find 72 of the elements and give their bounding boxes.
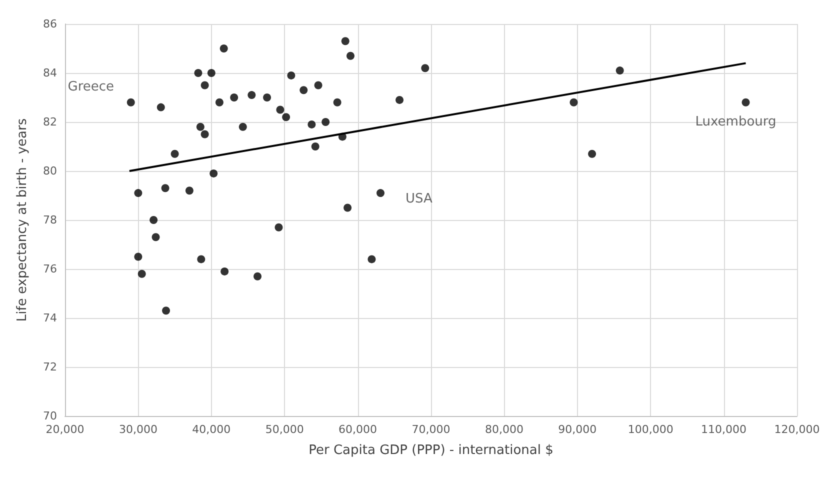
point [276, 106, 284, 114]
point [742, 98, 750, 106]
y-tick-label: 70 [43, 410, 57, 422]
point [314, 81, 322, 90]
y-tick-label: 74 [43, 312, 57, 324]
point [254, 272, 262, 280]
point [200, 81, 209, 90]
point [197, 255, 206, 264]
point [238, 122, 247, 131]
point [138, 270, 146, 278]
y-tick-label: 86 [43, 18, 57, 30]
point [207, 69, 216, 77]
point [220, 267, 229, 276]
point [274, 223, 283, 232]
point [616, 66, 624, 75]
point [210, 169, 218, 178]
x-tick-label: 40,000 [192, 423, 231, 436]
y-axis-title: Life expectancy at birth - years [15, 118, 30, 322]
point [196, 122, 204, 131]
point [570, 98, 578, 106]
point [588, 150, 596, 158]
point [396, 96, 404, 104]
x-tick-label: 60,000 [338, 423, 378, 436]
y-tick-label: 82 [43, 116, 57, 128]
point [376, 189, 384, 198]
point [200, 130, 209, 138]
point [134, 189, 142, 198]
x-tick-label: 80,000 [484, 423, 524, 436]
annotation: USA [405, 192, 432, 207]
point [368, 255, 376, 264]
point [311, 142, 320, 150]
point [162, 306, 170, 315]
y-tick-label: 76 [43, 262, 57, 276]
point [220, 44, 228, 52]
point [170, 150, 179, 158]
point [344, 204, 352, 212]
point [263, 94, 272, 102]
point [134, 252, 142, 261]
x-tick-label: 50,000 [265, 423, 304, 436]
annotation: Greece [68, 79, 114, 94]
point [333, 98, 342, 106]
point [161, 184, 170, 192]
y-tick-label: 78 [43, 214, 57, 226]
x-tick-label: 100,000 [628, 423, 674, 436]
x-tick-label: 20,000 [46, 423, 84, 436]
point [126, 98, 135, 106]
y-tick-label: 80 [43, 164, 57, 178]
point [421, 64, 430, 72]
x-tick-label: 30,000 [118, 423, 158, 436]
point [341, 37, 350, 46]
y-tick-label: 72 [43, 360, 57, 374]
point [287, 71, 296, 80]
x-tick-label: 110,000 [701, 423, 747, 436]
point [215, 98, 224, 106]
point [230, 94, 238, 102]
x-tick-label: 90,000 [558, 423, 597, 436]
point [194, 69, 202, 77]
point [282, 113, 290, 122]
point [152, 233, 160, 242]
point [308, 120, 316, 128]
point [248, 91, 256, 100]
point [346, 52, 354, 60]
y-tick-label: 84 [43, 66, 57, 80]
point [300, 86, 308, 94]
x-axis-title: Per Capita GDP (PPP) - international $ [308, 443, 554, 458]
x-tick-label: 70,000 [412, 423, 450, 436]
point [322, 118, 330, 126]
point [156, 103, 165, 112]
point [150, 216, 158, 224]
annotation: Luxembourg [695, 114, 776, 130]
point [185, 186, 194, 195]
x-tick-label: 120,000 [774, 423, 820, 436]
